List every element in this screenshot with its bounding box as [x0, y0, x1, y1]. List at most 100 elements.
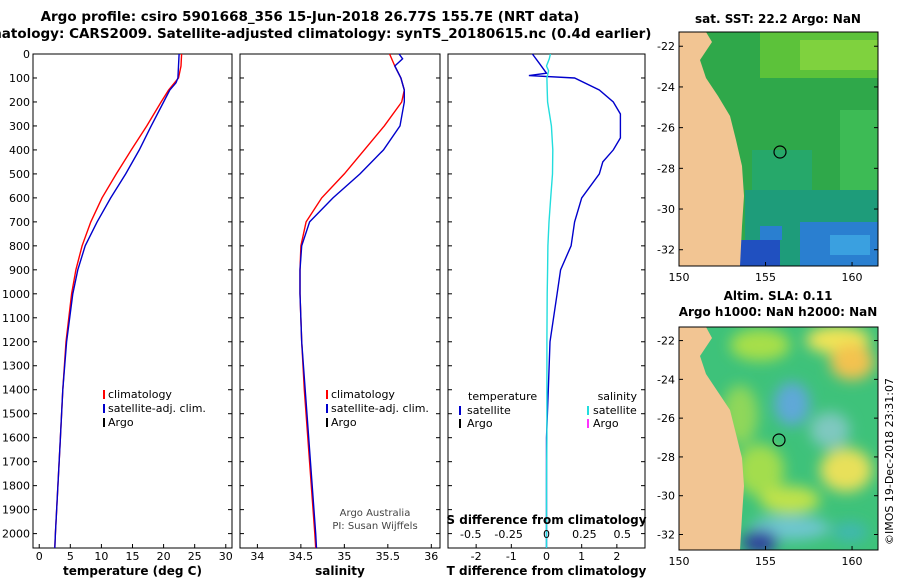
- salinity-frame: [239, 53, 441, 549]
- diff-x2-tick-label: 0: [543, 528, 550, 541]
- salinity-legend-label: satellite-adj. clim.: [331, 402, 429, 415]
- slaAxes-lon-label: 150: [669, 555, 690, 568]
- depth-tick-label: 800: [9, 240, 30, 253]
- salinity-x-tick-label: 34: [250, 550, 264, 563]
- depth-tick-label: 300: [9, 120, 30, 133]
- temperature-series-climatology: [54, 53, 183, 549]
- temperature-x-tick-label: 15: [126, 550, 140, 563]
- difference-x-tick-label: -2: [471, 550, 482, 563]
- sst-float-marker: [773, 145, 787, 159]
- sstAxes-lon-label: 155: [755, 271, 776, 284]
- salinity-series-satellite-adj-clim-: [299, 53, 405, 549]
- slaAxes-lat-label: -24: [657, 373, 675, 386]
- difference-x-tick-label: 1: [578, 550, 585, 563]
- temperature-legend-label: Argo: [108, 416, 134, 429]
- depth-tick-label: 1100: [2, 312, 30, 325]
- diff-legend-right-label: satellite: [593, 404, 637, 417]
- title-line-2: Climatology: CARS2009. Satellite-adjuste…: [0, 26, 651, 42]
- depth-tick-label: 1300: [2, 360, 30, 373]
- sstAxes-lon-label: 160: [842, 271, 863, 284]
- depth-tick-label: 200: [9, 96, 30, 109]
- temperature-legend-label: climatology: [108, 388, 172, 401]
- slaAxes-lon-label: 155: [755, 555, 776, 568]
- difference-series-s-satellite: [545, 53, 554, 548]
- salinity-legend-label: climatology: [331, 388, 395, 401]
- depth-tick-label: 1900: [2, 504, 30, 517]
- depth-tick-label: 400: [9, 144, 30, 157]
- depth-tick-label: 500: [9, 168, 30, 181]
- temperature-series-satellite-adj-clim-: [54, 53, 180, 549]
- salinity-x-tick-label: 34.5: [289, 550, 314, 563]
- depth-tick-label: 1000: [2, 288, 30, 301]
- sla-map-panel: Altim. SLA: 0.11 Argo h1000: NaN h2000: …: [657, 289, 879, 568]
- difference-x-tick-label: 0: [543, 550, 550, 563]
- slaAxes-lon-label: 160: [842, 555, 863, 568]
- sstAxes-lat-label: -26: [657, 122, 675, 135]
- diff-legend-title-left: temperature: [468, 390, 537, 403]
- depth-tick-label: 1200: [2, 336, 30, 349]
- slaAxes-lat-label: -26: [657, 412, 675, 425]
- copyright-stamp: ©IMOS 19-Dec-2018 23:31:07: [883, 378, 896, 545]
- slaAxes-lat-label: -30: [657, 490, 675, 503]
- difference-series-t-satellite: [528, 53, 622, 548]
- diff-legend-right-label: Argo: [593, 417, 619, 430]
- diff-legend-left-label: satellite: [467, 404, 511, 417]
- sla-field: [679, 327, 878, 550]
- depth-tick-label: 1500: [2, 408, 30, 421]
- depth-tick-label: 900: [9, 264, 30, 277]
- sstAxes-lat-label: -30: [657, 203, 675, 216]
- depth-tick-label: 1400: [2, 384, 30, 397]
- depth-tick-label: 1700: [2, 456, 30, 469]
- sstAxes-lat-label: -24: [657, 81, 675, 94]
- difference-x-tick-label: -1: [506, 550, 517, 563]
- depth-tick-label: 600: [9, 192, 30, 205]
- sstAxes-lat-label: -28: [657, 162, 675, 175]
- temperature-x-tick-label: 30: [219, 550, 233, 563]
- diff-x2-tick-label: -0.25: [494, 528, 522, 541]
- sstAxes-lat-label: -22: [657, 40, 675, 53]
- sstAxes-lon-label: 150: [669, 271, 690, 284]
- sst-map-panel: sat. SST: 22.2 Argo: NaN -22 -24 -26 -28 -30…: [657, 12, 879, 284]
- watermark-line: Argo Australia: [340, 508, 411, 519]
- salinity-x-tick-label: 35: [337, 550, 351, 563]
- difference-x-tick-label: 2: [613, 550, 620, 563]
- sstAxes-lat-label: -32: [657, 244, 675, 257]
- depth-tick-label: 1800: [2, 480, 30, 493]
- temperature-x-tick-label: 5: [67, 550, 74, 563]
- temperature-x-tick-label: 25: [188, 550, 202, 563]
- salinity-x-axis-label: salinity: [315, 564, 365, 578]
- depth-tick-label: 700: [9, 216, 30, 229]
- slaAxes-lat-label: -32: [657, 528, 675, 541]
- temperature-x-tick-label: 0: [36, 550, 43, 563]
- slaAxes-lat-label: -28: [657, 451, 675, 464]
- diff-x2-tick-label: -0.5: [460, 528, 481, 541]
- sst-field: [679, 32, 878, 266]
- salinity-series-climatology: [299, 53, 406, 549]
- depth-tick-label: 1600: [2, 432, 30, 445]
- diff-legend-title-right: salinity: [598, 390, 638, 403]
- temperature-panel: 0100200300400500600700800900100011001200…: [2, 48, 233, 578]
- diff-x2-tick-label: 0.5: [614, 528, 632, 541]
- slaAxes-lat-label: -22: [657, 335, 675, 348]
- sla-map-title-2: Argo h1000: NaN h2000: NaN: [679, 305, 878, 319]
- sst-map-title: sat. SST: 22.2 Argo: NaN: [695, 12, 861, 26]
- diff-x2-tick-label: 0.25: [572, 528, 597, 541]
- difference-x-axis-label: T difference from climatology: [447, 564, 647, 578]
- depth-tick-label: 100: [9, 72, 30, 85]
- sla-float-marker: [772, 433, 786, 447]
- temperature-x-tick-label: 20: [157, 550, 171, 563]
- salinity-legend-label: Argo: [331, 416, 357, 429]
- temperature-legend-label: satellite-adj. clim.: [108, 402, 206, 415]
- depth-tick-label: 2000: [2, 528, 30, 541]
- sla-map-title-1: Altim. SLA: 0.11: [724, 289, 833, 303]
- diff-legend-left-label: Argo: [467, 417, 493, 430]
- watermark-line: PI: Susan Wijffels: [332, 521, 417, 532]
- difference-panel: -2 -1 0 1 2T difference from climatology temp…: [446, 53, 647, 578]
- diff-x2-axis-label: S difference from climatology: [446, 513, 646, 527]
- temperature-frame: [32, 53, 233, 549]
- temperature-x-tick-label: 10: [94, 550, 108, 563]
- salinity-x-tick-label: 36: [424, 550, 438, 563]
- title-line-1: Argo profile: csiro 5901668_356 15-Jun-2…: [41, 9, 580, 25]
- salinity-x-tick-label: 35.5: [376, 550, 401, 563]
- depth-tick-label: 0: [23, 48, 30, 61]
